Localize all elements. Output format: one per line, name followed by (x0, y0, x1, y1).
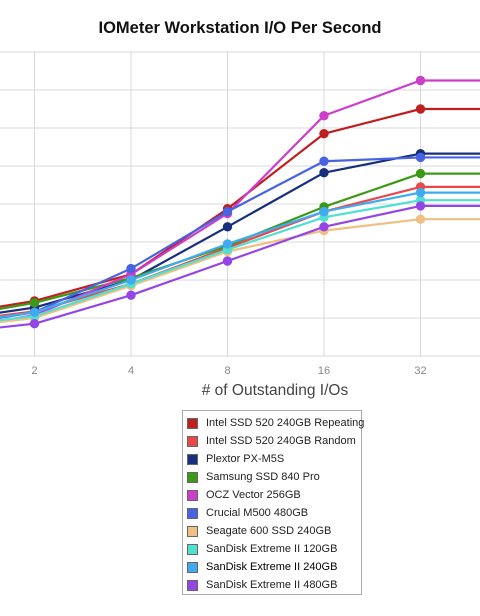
legend-item[interactable]: Plextor PX-M5S (187, 450, 361, 468)
data-point (319, 110, 329, 121)
legend-swatch (187, 507, 198, 519)
series-line (0, 107, 480, 308)
data-point (415, 75, 426, 86)
x-tick-label: 8 (224, 365, 230, 377)
legend-label: Crucial M500 480GB (206, 507, 309, 519)
series-0 (0, 104, 480, 308)
data-point (415, 168, 426, 179)
x-tick-label: 16 (318, 365, 330, 377)
data-point (319, 222, 329, 232)
x-tick-labels: 2 4 8 16 32 (31, 365, 426, 377)
series-7 (0, 195, 480, 322)
series-9 (0, 201, 480, 329)
legend-label: SanDisk Extreme II 120GB (206, 543, 338, 555)
legend-label: SanDisk Extreme II 240GB (206, 561, 338, 573)
legend-item[interactable]: Samsung SSD 840 Pro (187, 468, 361, 486)
legend-swatch (187, 525, 198, 537)
legend-swatch (187, 489, 198, 501)
data-point (415, 214, 426, 224)
data-point (319, 156, 329, 166)
legend-item[interactable]: Seagate 600 SSD 240GB (187, 522, 361, 540)
legend-item[interactable]: Crucial M500 480GB (187, 504, 361, 522)
legend-label: Plextor PX-M5S (206, 453, 285, 465)
data-point (415, 201, 426, 211)
chart-title: IOMeter Workstation I/O Per Second (98, 19, 382, 37)
legend-label: Samsung SSD 840 Pro (206, 471, 320, 483)
legend-label: Seagate 600 SSD 240GB (206, 525, 332, 537)
data-point (319, 206, 329, 217)
data-point (126, 290, 136, 300)
x-tick-label: 32 (414, 365, 426, 377)
data-point (126, 263, 136, 274)
data-point (126, 275, 136, 285)
legend-item[interactable]: SanDisk Extreme II 480GB (187, 576, 361, 594)
legend-swatch (187, 543, 198, 555)
data-point (222, 206, 233, 217)
x-axis-label: # of Outstanding I/Os (201, 382, 349, 399)
data-point (222, 239, 233, 249)
legend-swatch (187, 417, 198, 429)
legend-swatch (187, 561, 198, 573)
data-point (222, 256, 233, 266)
data-point (319, 129, 329, 139)
x-tick-label: 4 (128, 365, 134, 377)
data-point (415, 104, 426, 114)
legend-label: SanDisk Extreme II 480GB (206, 579, 338, 591)
legend-item[interactable]: SanDisk Extreme II 240GB (187, 558, 361, 576)
legend-swatch (187, 471, 198, 483)
data-point (319, 167, 329, 178)
legend-label: Intel SSD 520 240GB Repeating (206, 417, 365, 429)
legend-swatch (187, 453, 198, 465)
data-point (29, 307, 40, 317)
legend-item[interactable]: Intel SSD 520 240GB Repeating (187, 414, 365, 432)
legend-label: Intel SSD 520 240GB Random (206, 435, 356, 447)
data-point (415, 152, 426, 163)
data-point (29, 298, 40, 308)
x-tick-label: 2 (31, 365, 37, 377)
legend-item[interactable]: Intel SSD 520 240GB Random (187, 432, 361, 450)
legend-swatch (187, 579, 198, 591)
data-point (415, 187, 426, 198)
legend-swatch (187, 435, 198, 447)
data-point (222, 222, 233, 232)
chart-legend: Intel SSD 520 240GB Repeating Intel SSD 5… (182, 410, 365, 595)
data-point (29, 319, 40, 329)
legend-item[interactable]: SanDisk Extreme II 120GB (187, 540, 361, 558)
line-chart: 2 4 8 16 32 (0, 51, 480, 377)
legend-label: OCZ Vector 256GB (206, 489, 301, 501)
series-8 (0, 187, 480, 319)
series-line (0, 204, 480, 329)
legend-item[interactable]: OCZ Vector 256GB (187, 486, 361, 504)
